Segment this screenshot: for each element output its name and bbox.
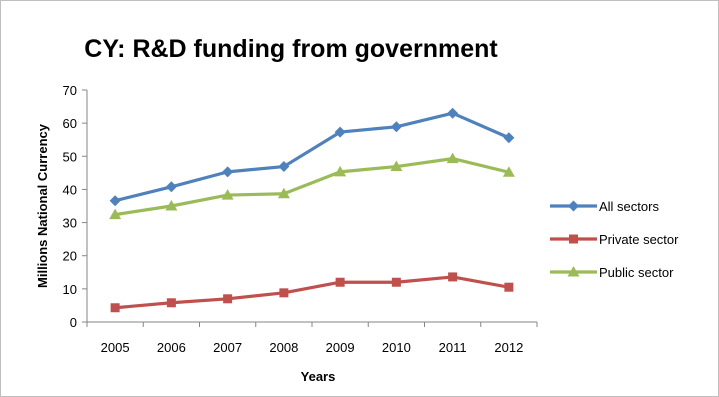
data-point-public-sector [277, 187, 290, 199]
series-line-all-sectors [114, 111, 510, 203]
x-tick-label: 2006 [157, 340, 186, 355]
data-point-private-sector [223, 294, 233, 304]
data-point-private-sector [166, 298, 176, 308]
legend-marker-public-sector [567, 266, 580, 277]
y-tick-label: 40 [63, 182, 77, 197]
axes: 0 10 20 30 40 50 60 70 2005 2006 2007 2008 2009 2010 2… [63, 83, 538, 355]
data-point-all-sectors [109, 195, 121, 207]
x-tick-label: 2007 [213, 340, 242, 355]
legend-item-all-sectors: All sectors [550, 199, 659, 214]
legend-label-public-sector: Public sector [599, 265, 674, 280]
x-tick-label: 2011 [439, 340, 467, 355]
data-point-public-sector [390, 160, 403, 172]
data-point-public-sector [109, 208, 122, 220]
data-point-public-sector [502, 166, 515, 177]
data-point-public-sector [446, 152, 459, 164]
data-point-public-sector [334, 165, 347, 177]
data-point-private-sector [504, 282, 514, 292]
series-line-public-sector [114, 157, 510, 217]
x-tick-label: 2009 [326, 340, 355, 355]
legend-label-all-sectors: All sectors [599, 199, 659, 214]
x-tick-label: 2008 [269, 340, 298, 355]
data-point-public-sector [165, 200, 178, 211]
series-private-sector [110, 272, 514, 313]
chart-title: CY: R&D funding from government [84, 35, 498, 63]
legend-label-private-sector: Private sector [599, 232, 679, 247]
x-axis-title: Years [301, 369, 336, 384]
y-tick-label: 0 [70, 315, 77, 330]
data-point-private-sector [335, 277, 345, 287]
data-point-all-sectors [278, 161, 290, 173]
plot-area [109, 107, 515, 313]
y-axis-title: Millions National Currency [35, 123, 50, 288]
data-point-all-sectors [503, 132, 515, 144]
y-tick-label: 60 [63, 116, 77, 131]
legend: All sectors Private sector Public sector [550, 199, 679, 280]
data-point-all-sectors [334, 126, 346, 138]
series-all-sectors [109, 107, 515, 207]
y-tick-label: 10 [63, 282, 77, 297]
x-tick-label: 2010 [382, 340, 411, 355]
y-tick-label: 70 [63, 83, 77, 98]
series-public-sector [109, 152, 515, 220]
y-tick-label: 50 [63, 149, 77, 164]
data-point-public-sector [221, 189, 234, 200]
data-point-all-sectors [390, 121, 402, 133]
y-tick-label: 30 [63, 216, 77, 231]
data-point-all-sectors [222, 166, 234, 178]
x-tick-label: 2005 [101, 340, 130, 355]
legend-marker-private-sector [569, 234, 578, 244]
legend-item-private-sector: Private sector [550, 232, 679, 247]
series-line-private-sector [114, 275, 510, 310]
x-tick-label: 2012 [494, 340, 523, 355]
data-point-private-sector [279, 288, 289, 298]
data-point-all-sectors [165, 181, 177, 193]
data-point-private-sector [448, 272, 458, 282]
data-point-all-sectors [447, 107, 459, 119]
y-tick-label: 20 [63, 249, 77, 264]
data-point-private-sector [110, 303, 120, 313]
data-point-private-sector [391, 277, 401, 287]
legend-marker-all-sectors [568, 200, 579, 212]
legend-item-public-sector: Public sector [550, 265, 674, 280]
